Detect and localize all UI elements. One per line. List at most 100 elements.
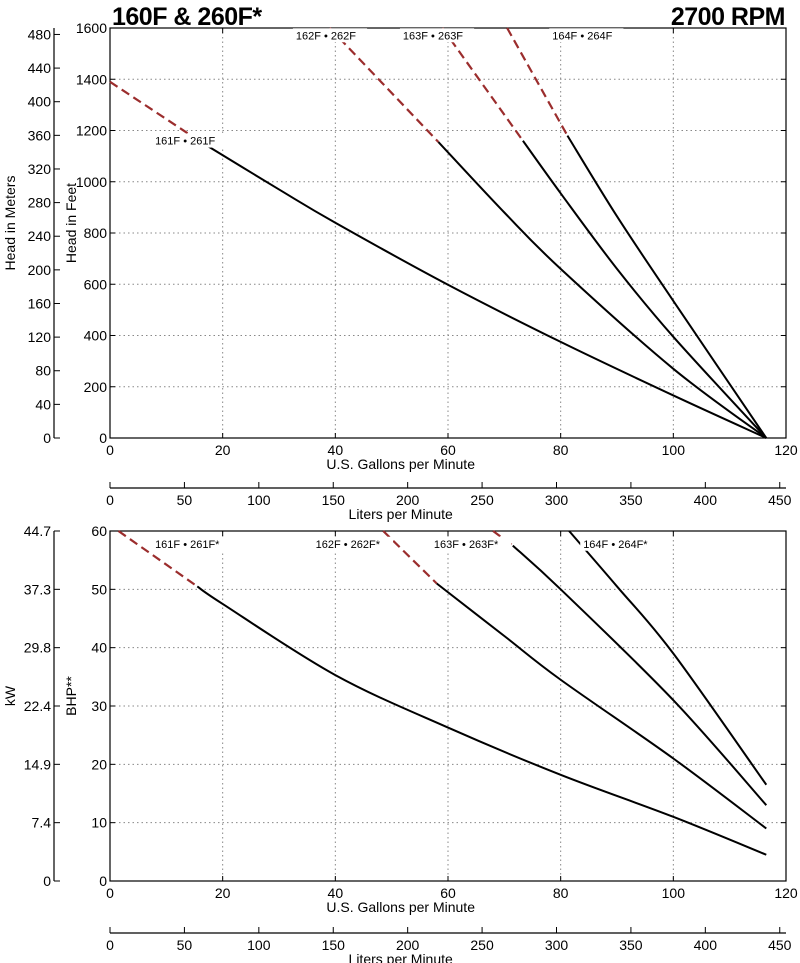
secondary-x-tick-label: 150 — [322, 937, 346, 953]
x-tick-label: 80 — [553, 442, 569, 458]
series-label: 162F • 262F — [296, 30, 356, 42]
series-label-bg — [430, 536, 512, 551]
secondary-y-tick-label: 440 — [28, 60, 52, 76]
x-axis-label: U.S. Gallons per Minute — [326, 899, 475, 915]
chart-title-left: 160F & 260F* — [112, 3, 262, 31]
secondary-y-tick-label: 14.9 — [24, 756, 51, 772]
secondary-x-tick-label: 250 — [470, 937, 494, 953]
y-tick-label: 50 — [91, 581, 107, 597]
x-tick-label: 120 — [774, 442, 798, 458]
series-solid-line — [436, 582, 767, 830]
series-label: 162F • 262F* — [316, 539, 381, 551]
series-solid-line — [196, 585, 767, 856]
series-dashed-line — [328, 27, 440, 143]
series-dashed-line — [109, 80, 200, 142]
secondary-y-tick-label: 44.7 — [24, 523, 51, 539]
secondary-y-tick-label: 280 — [28, 195, 52, 211]
secondary-x-tick-label: 50 — [177, 492, 193, 508]
secondary-x-tick-label: 350 — [619, 937, 643, 953]
y-axis-label: Head in Feet — [63, 183, 79, 263]
series-solid-line — [198, 139, 767, 439]
x-tick-label: 100 — [662, 442, 686, 458]
secondary-x-tick-label: 100 — [247, 937, 271, 953]
x-axis-label: U.S. Gallons per Minute — [326, 456, 475, 472]
series-solid-line — [568, 530, 768, 786]
series-label: 163F • 263F — [403, 30, 463, 42]
y-tick-label: 200 — [84, 379, 108, 395]
secondary-y-tick-label: 29.8 — [24, 640, 51, 656]
series-label: 161F • 261F — [155, 136, 215, 148]
secondary-x-tick-label: 300 — [545, 492, 569, 508]
series-solid-line — [512, 544, 768, 806]
secondary-x-tick-label: 400 — [694, 937, 718, 953]
series-solid-line — [437, 141, 767, 439]
secondary-y-tick-label: 480 — [28, 26, 52, 42]
y-tick-label: 20 — [91, 756, 107, 772]
y-tick-label: 1000 — [76, 174, 107, 190]
series-label-bg — [292, 28, 368, 43]
x-tick-label: 20 — [215, 885, 231, 901]
secondary-x-tick-label: 250 — [470, 492, 494, 508]
x-tick-label: 0 — [106, 442, 114, 458]
x-tick-label: 100 — [662, 885, 686, 901]
series-label-bg — [312, 536, 394, 551]
series-label: 161F • 261F* — [155, 539, 220, 551]
y-tick-label: 800 — [84, 225, 108, 241]
secondary-x-tick-label: 200 — [396, 492, 420, 508]
secondary-y-tick-label: 320 — [28, 161, 52, 177]
secondary-y-tick-label: 200 — [28, 262, 52, 278]
y-tick-label: 0 — [99, 873, 107, 889]
series-solid-line — [522, 140, 768, 439]
secondary-x-tick-label: 0 — [106, 492, 114, 508]
secondary-y-tick-label: 80 — [35, 363, 51, 379]
secondary-y-tick-label: 160 — [28, 295, 52, 311]
secondary-x-axis-label: Liters per Minute — [349, 951, 453, 963]
secondary-x-axis-label: Liters per Minute — [349, 506, 453, 522]
secondary-y-axis-label: kW — [2, 685, 18, 706]
secondary-x-tick-label: 400 — [694, 492, 718, 508]
series-label-bg — [580, 536, 661, 551]
series-label: 164F • 264F — [552, 30, 612, 42]
secondary-y-tick-label: 7.4 — [32, 815, 52, 831]
y-tick-label: 1600 — [76, 20, 107, 36]
secondary-x-tick-label: 200 — [396, 937, 420, 953]
secondary-y-tick-label: 120 — [28, 329, 52, 345]
y-tick-label: 40 — [91, 640, 107, 656]
secondary-x-tick-label: 100 — [247, 492, 271, 508]
secondary-x-tick-label: 0 — [106, 937, 114, 953]
series-label: 163F • 263F* — [434, 539, 499, 551]
secondary-y-tick-label: 360 — [28, 127, 52, 143]
secondary-x-tick-label: 450 — [768, 937, 792, 953]
x-tick-label: 40 — [328, 885, 344, 901]
head-chart: 0 20 40 60 80 100 120 U.S. Gallons per Minute 0 2… — [2, 20, 798, 522]
secondary-y-tick-label: 0 — [43, 430, 51, 446]
secondary-x-tick-label: 350 — [619, 492, 643, 508]
secondary-x-tick-label: 150 — [322, 492, 346, 508]
y-tick-label: 1400 — [76, 71, 107, 87]
chart-title-right: 2700 RPM — [671, 3, 785, 31]
x-tick-label: 0 — [106, 885, 114, 901]
series-dashed-line — [441, 27, 524, 142]
y-tick-label: 60 — [91, 523, 107, 539]
y-tick-label: 400 — [84, 328, 108, 344]
secondary-x-tick-label: 50 — [177, 937, 193, 953]
secondary-y-tick-label: 240 — [28, 228, 52, 244]
series-label-bg — [152, 536, 233, 551]
x-tick-label: 80 — [553, 885, 569, 901]
secondary-y-tick-label: 40 — [35, 396, 51, 412]
secondary-y-tick-label: 22.4 — [24, 698, 51, 714]
series-label-bg — [399, 28, 475, 43]
secondary-y-axis-label: Head in Meters — [2, 176, 18, 271]
y-tick-label: 0 — [99, 430, 107, 446]
series-solid-line — [566, 135, 768, 439]
x-tick-label: 120 — [774, 885, 798, 901]
x-tick-label: 60 — [440, 442, 456, 458]
x-tick-label: 60 — [440, 885, 456, 901]
series-label-bg — [152, 133, 227, 148]
y-tick-label: 1200 — [76, 123, 107, 139]
x-tick-label: 20 — [215, 442, 231, 458]
series-label-bg — [549, 28, 624, 43]
series-dashed-line — [382, 530, 438, 585]
y-tick-label: 10 — [91, 815, 107, 831]
